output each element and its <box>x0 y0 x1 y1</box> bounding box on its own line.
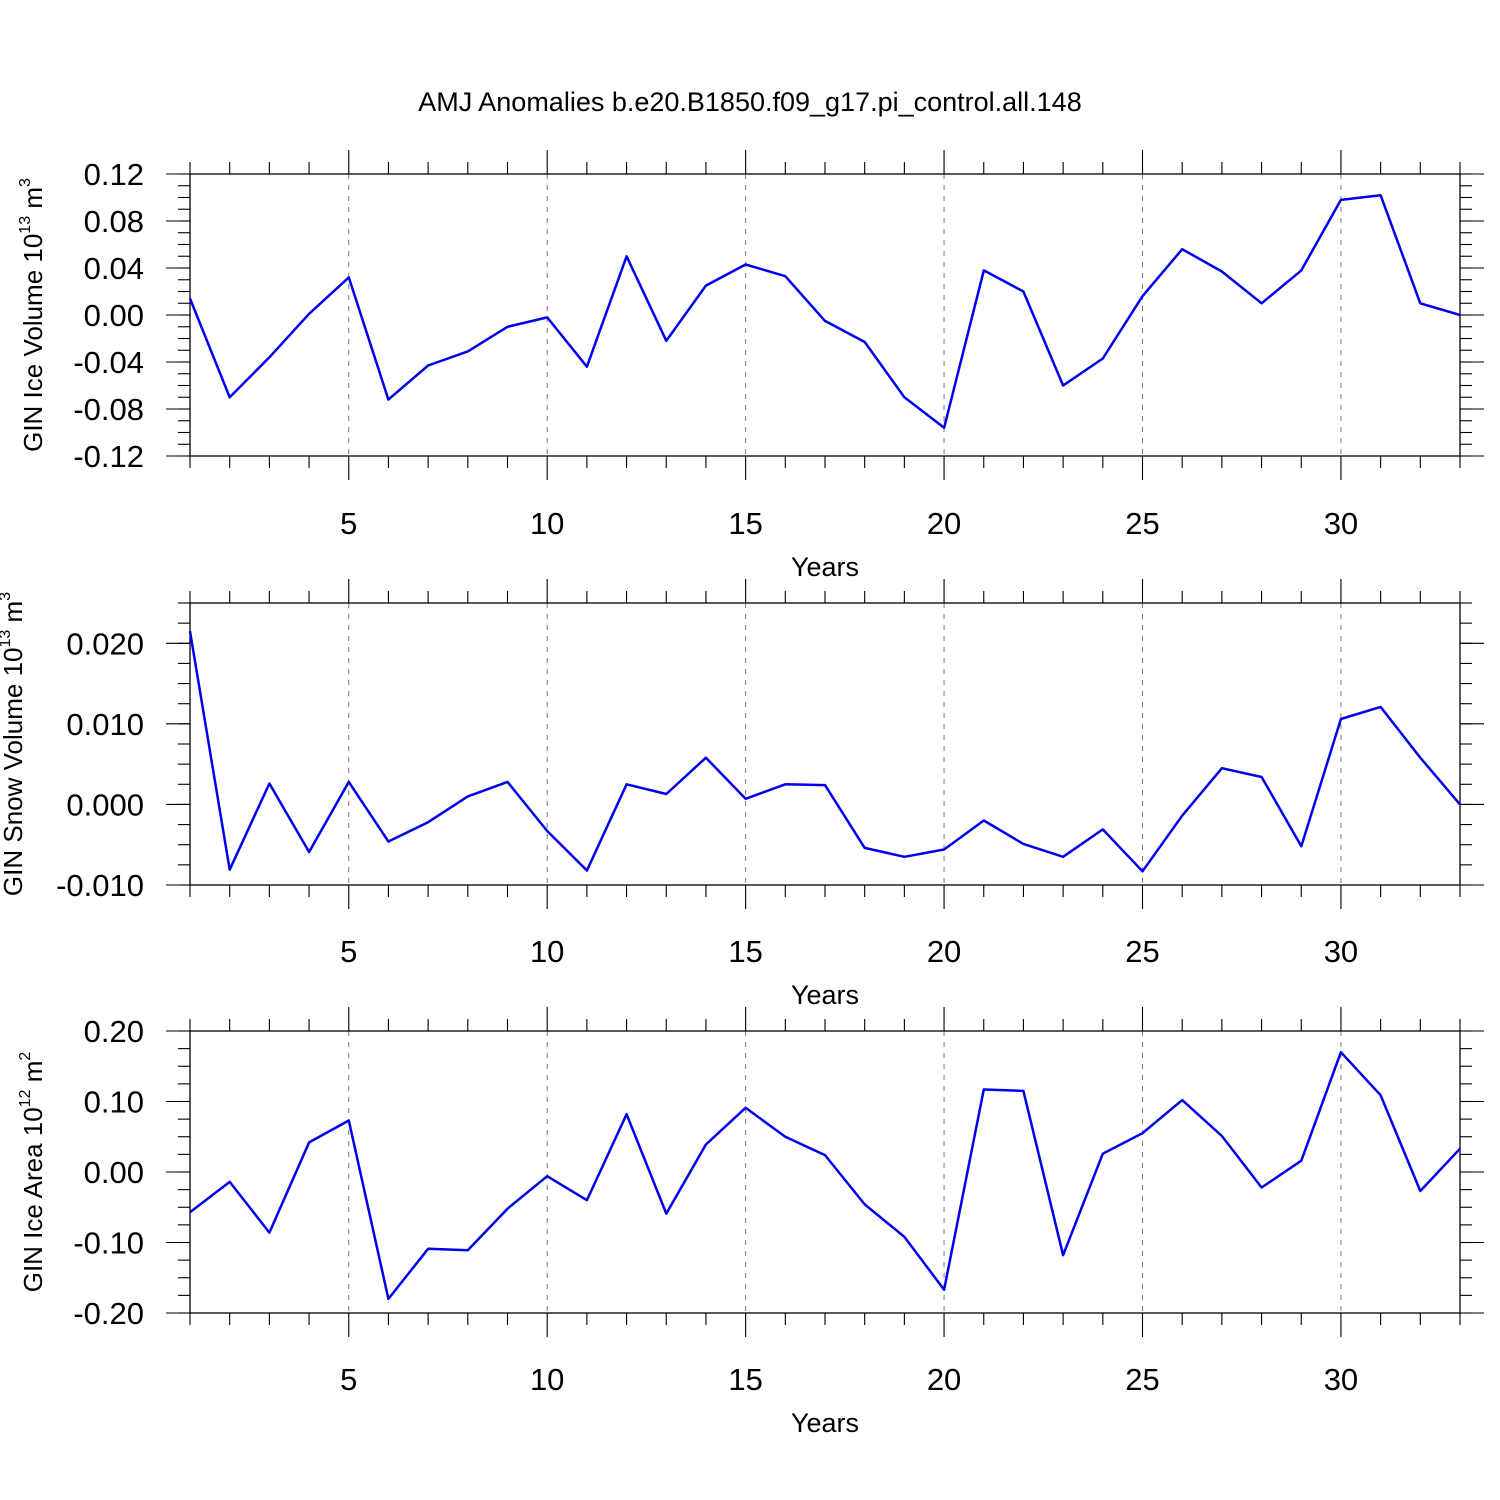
x-tick-label: 10 <box>530 1362 564 1397</box>
x-tick-label: 5 <box>340 934 357 969</box>
x-tick-label: 25 <box>1125 1362 1159 1397</box>
x-tick-label: 30 <box>1324 506 1358 541</box>
panel-2: 5 10 15 20 25 30 -0.010 0.000 0.010 0.020 Years GIN… <box>0 579 1484 1010</box>
y-axis-label-unit-exponent: 2 <box>17 1052 34 1061</box>
x-axis-label: Years <box>791 1408 859 1438</box>
y-tick-label: -0.08 <box>73 392 144 427</box>
y-tick-label: 0.010 <box>66 707 144 742</box>
y-tick-label: 0.000 <box>66 787 144 822</box>
y-tick-label: 0.00 <box>84 298 144 333</box>
x-tick-label: 5 <box>340 1362 357 1397</box>
x-tick-label: 15 <box>728 506 762 541</box>
chart-title: AMJ Anomalies b.e20.B1850.f09_g17.pi_con… <box>418 87 1081 117</box>
x-tick-label: 15 <box>728 934 762 969</box>
y-tick-label: 0.20 <box>84 1014 144 1049</box>
y-tick-label: -0.04 <box>73 345 144 380</box>
y-axis-label-exponent: 12 <box>17 1089 34 1107</box>
y-tick-label: -0.20 <box>73 1296 144 1331</box>
y-tick-label: 0.12 <box>84 157 144 192</box>
y-axis-label-unit: m <box>18 1061 48 1090</box>
x-tick-label: 20 <box>927 506 961 541</box>
x-axis-label: Years <box>791 980 859 1010</box>
x-tick-label: 20 <box>927 934 961 969</box>
y-tick-label: 0.00 <box>84 1155 144 1190</box>
x-tick-label: 25 <box>1125 934 1159 969</box>
y-axis-label: GIN Ice Volume 1013 m3 <box>17 178 48 452</box>
panels: 5 10 15 20 25 30-0.12-0.08-0.040.000.040.080.… <box>0 150 1484 1438</box>
x-tick-label: 5 <box>340 506 357 541</box>
y-tick-label: 0.04 <box>84 251 144 286</box>
x-tick-label: 10 <box>530 506 564 541</box>
plot-frame <box>189 1030 1461 1314</box>
y-axis-label-unit: m <box>18 187 48 216</box>
y-tick-label: 0.020 <box>66 626 144 661</box>
plot-frame <box>189 173 1461 457</box>
panel-1: 5 10 15 20 25 30 -0.12 -0.08 -0.04 0.00 0.04 0.08 0.… <box>17 150 1484 582</box>
x-tick-label: 30 <box>1324 1362 1358 1397</box>
series-line <box>188 630 1461 873</box>
y-tick-label: 0.08 <box>84 204 144 239</box>
y-axis-label-text: GIN Ice Area 10 <box>18 1107 48 1292</box>
y-tick-label: -0.12 <box>73 439 144 474</box>
x-axis-label: Years <box>791 552 859 582</box>
x-tick-label: 25 <box>1125 506 1159 541</box>
series-line <box>188 193 1461 430</box>
y-axis-label: GIN Ice Area 1012 m2 <box>17 1052 48 1293</box>
series-line <box>189 1050 1461 1301</box>
x-tick-label: 15 <box>728 1362 762 1397</box>
y-tick-label: -0.10 <box>73 1226 144 1261</box>
y-axis-label-text: GIN Ice Volume 10 <box>18 234 48 452</box>
y-tick-label: 0.10 <box>84 1085 144 1120</box>
y-tick-label: -0.010 <box>56 868 144 903</box>
y-axis-label-unit-exponent: 3 <box>17 178 34 187</box>
panel-3: 5 10 15 20 25 30 -0.20 -0.10 0.00 0.10 0.20 Years GI… <box>17 1007 1484 1438</box>
x-tick-label: 20 <box>927 1362 961 1397</box>
x-tick-label: 10 <box>530 934 564 969</box>
y-axis-label-unit-exponent: 3 <box>0 592 14 601</box>
y-axis-label-unit: m <box>0 601 28 630</box>
y-axis-label-exponent: 13 <box>0 630 14 648</box>
x-tick-label: 30 <box>1324 934 1358 969</box>
y-axis-label: GIN Snow Volume 1013 m3 <box>0 592 28 896</box>
plot-frame <box>189 602 1461 886</box>
y-axis-label-text: GIN Snow Volume 10 <box>0 648 28 897</box>
y-axis-label-exponent: 13 <box>17 216 34 234</box>
